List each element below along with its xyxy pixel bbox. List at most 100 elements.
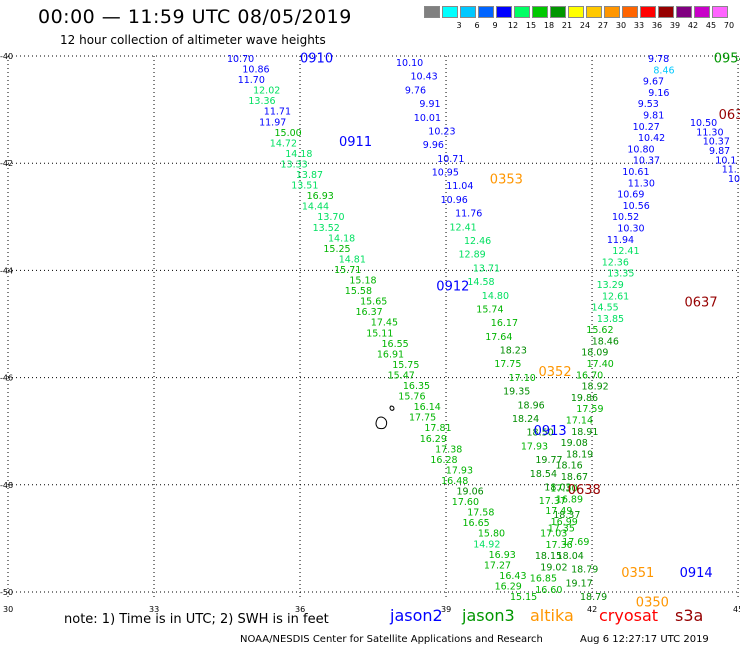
swh-value: 9.81 xyxy=(643,111,664,122)
swh-value: 11.30 xyxy=(628,178,655,189)
swh-value: 17.35 xyxy=(548,524,575,535)
swh-value: 18.04 xyxy=(557,551,584,562)
color-scale-label: 27 xyxy=(597,21,609,30)
swh-value: 19.17 xyxy=(566,578,593,589)
swh-value: 15.18 xyxy=(349,276,376,287)
swh-value: 9.76 xyxy=(405,85,426,96)
swh-value: 16.28 xyxy=(430,455,457,466)
color-swatch xyxy=(640,6,656,18)
color-scale-label: 42 xyxy=(687,21,699,30)
swh-value: 12.89 xyxy=(459,250,486,261)
swh-value: 10.86 xyxy=(242,65,269,76)
swh-value: 18.03 xyxy=(544,483,571,494)
track-time-label: 0350 xyxy=(636,596,669,611)
swh-value: 16.29 xyxy=(420,434,447,445)
color-swatch xyxy=(478,6,494,18)
swh-value: 10.80 xyxy=(627,144,654,155)
swh-value: 13.52 xyxy=(313,223,340,234)
color-scale-label: 33 xyxy=(633,21,645,30)
color-swatch xyxy=(424,6,440,18)
credit-text: NOAA/NESDIS Center for Satellite Applica… xyxy=(240,634,543,645)
swh-value: 15.11 xyxy=(366,328,393,339)
color-scale-label: 30 xyxy=(615,21,627,30)
color-swatch xyxy=(568,6,584,18)
swh-value: 13.85 xyxy=(597,314,624,325)
swh-value: 18.96 xyxy=(518,400,545,411)
swh-value: 9.67 xyxy=(643,77,664,88)
legend-jason2: jason2 xyxy=(390,606,443,625)
swh-value: 18.37 xyxy=(553,510,580,521)
swh-value: 17.49 xyxy=(545,506,572,517)
track-time-label: 0351 xyxy=(621,566,654,581)
track-time-label: 0638 xyxy=(568,483,601,498)
track-time-label: 0954 xyxy=(714,52,740,67)
swh-value: 16.99 xyxy=(551,517,578,528)
swh-value: 14.58 xyxy=(467,277,494,288)
swh-value: 10.50 xyxy=(690,118,717,129)
color-swatch xyxy=(550,6,566,18)
swh-value: 10.52 xyxy=(612,212,639,223)
legend-cryosat: cryosat xyxy=(599,606,659,625)
swh-value: 10.10 xyxy=(396,58,423,69)
swh-value: 12.36 xyxy=(602,257,629,268)
swh-value: 17.38 xyxy=(435,444,462,455)
swh-values: 10.7010.8611.7012.0213.3611.7111.9715.00… xyxy=(227,54,740,603)
swh-value: 18.24 xyxy=(512,414,539,425)
color-swatch xyxy=(586,6,602,18)
swh-value: 17.30 xyxy=(550,483,577,494)
latitude-label: -44 xyxy=(0,266,13,275)
swh-value: 16.89 xyxy=(556,495,583,506)
color-scale-label: 45 xyxy=(705,21,717,30)
swh-value: 10.27 xyxy=(633,122,660,133)
swh-value: 17.93 xyxy=(446,465,473,476)
swh-value: 13.87 xyxy=(296,170,323,181)
swh-value: 13.51 xyxy=(291,181,318,192)
swh-value: 17.10 xyxy=(509,373,536,384)
swh-value: 12.46 xyxy=(464,236,491,247)
swh-value: 19.77 xyxy=(535,455,562,466)
swh-value: 18.79 xyxy=(580,592,607,603)
track-time-label: 0912 xyxy=(436,280,469,295)
color-scale-label: 39 xyxy=(669,21,681,30)
longitude-label: 45 xyxy=(733,605,740,614)
color-swatch xyxy=(694,6,710,18)
swh-value: 19.35 xyxy=(503,387,530,398)
swh-value: 14.72 xyxy=(270,138,297,149)
swh-value: 13.35 xyxy=(607,269,634,280)
color-swatch xyxy=(730,6,740,18)
footer-note: note: 1) Time is in UTC; 2) SWH is in fe… xyxy=(64,612,329,627)
swh-value: 16.93 xyxy=(307,191,334,202)
swh-value: 13.33 xyxy=(281,160,308,171)
swh-value: 15.58 xyxy=(345,286,372,297)
swh-value: 11.94 xyxy=(607,235,634,246)
swh-value: 10.37 xyxy=(633,156,660,167)
swh-value: 10.43 xyxy=(411,72,438,83)
color-scale-label: 36 xyxy=(651,21,663,30)
swh-value: 15.47 xyxy=(388,371,415,382)
track-time-label: 0353 xyxy=(490,172,523,187)
latitude-label: -48 xyxy=(0,481,13,490)
track-time-label: 0636 xyxy=(719,108,740,123)
swh-value: 17.93 xyxy=(521,441,548,452)
color-scale-label: 9 xyxy=(492,21,498,30)
track-time-label: 0637 xyxy=(685,296,718,311)
swh-value: 15.71 xyxy=(334,265,361,276)
swh-value: 10.61 xyxy=(622,167,649,178)
swh-value: 12.61 xyxy=(602,291,629,302)
swh-value: 18.67 xyxy=(561,472,588,483)
credit-timestamp: Aug 6 12:27:17 UTC 2019 xyxy=(580,634,709,645)
swh-value: 16.17 xyxy=(491,318,518,329)
axis-labels: -40 -42 -44 -46 -48 -50 30 33 36 39 42 45 xyxy=(0,52,740,614)
swh-value: 10.56 xyxy=(623,201,650,212)
swh-value: 10 xyxy=(728,174,740,185)
swh-value: 17.75 xyxy=(409,413,436,424)
swh-value: 18.79 xyxy=(571,565,598,576)
swh-value: 17.75 xyxy=(494,359,521,370)
color-scale-label: 70 xyxy=(723,21,735,30)
swh-value: 15.74 xyxy=(476,305,503,316)
swh-value: 17.40 xyxy=(587,359,614,370)
color-swatch xyxy=(532,6,548,18)
swh-value: 16.29 xyxy=(495,582,522,593)
swh-value: 17.81 xyxy=(424,423,451,434)
swh-value: 18.19 xyxy=(566,449,593,460)
